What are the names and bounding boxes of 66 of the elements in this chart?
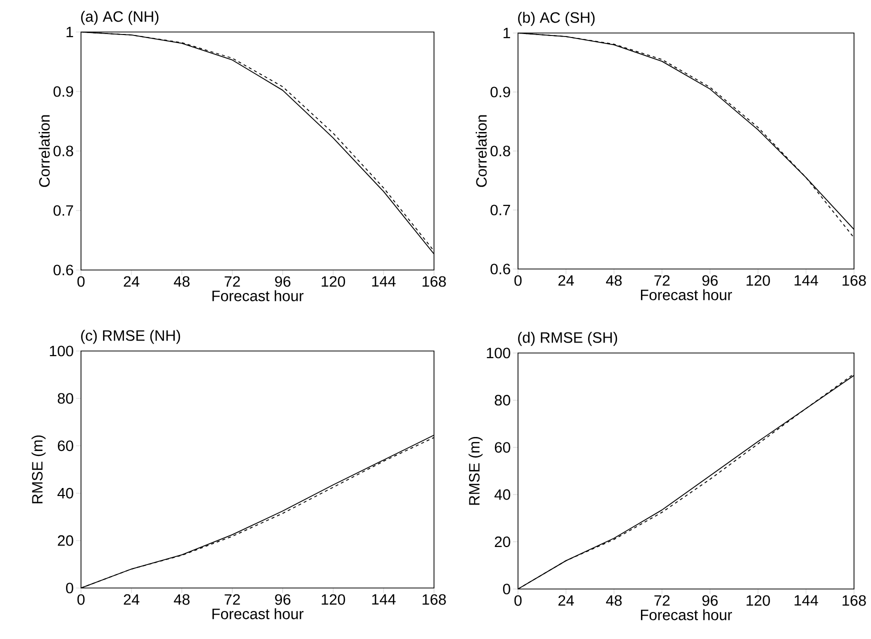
y-tick-label: 20 xyxy=(494,536,510,548)
y-tick-label: 0 xyxy=(66,582,74,594)
y-tick-label: 60 xyxy=(494,442,510,453)
x-tick-label: 48 xyxy=(174,594,190,605)
y-tick-label: 0.6 xyxy=(490,264,510,274)
y-tick-label: 0.9 xyxy=(54,86,74,97)
x-tick-label: 72 xyxy=(654,595,670,606)
x-tick-label: 120 xyxy=(322,594,346,605)
x-tick-label: 48 xyxy=(606,595,622,606)
y-tick-label: 100 xyxy=(50,346,74,356)
x-tick-label: 0 xyxy=(514,275,522,286)
x-tick-label: 72 xyxy=(224,276,240,287)
y-tick-label: 0.6 xyxy=(54,264,74,276)
x-tick-label: 168 xyxy=(842,275,866,286)
x-tick-label: 0 xyxy=(77,594,85,605)
y-tick-label: 1 xyxy=(66,26,74,38)
y-tick-label: 0.8 xyxy=(54,146,74,156)
y-axis-title: RMSE (m) xyxy=(32,435,46,504)
x-tick-label: 24 xyxy=(124,276,140,287)
chart-title: (c) RMSE (NH) xyxy=(81,330,180,344)
y-tick-label: 0 xyxy=(503,584,510,594)
y-tick-label: 0.7 xyxy=(54,205,74,216)
x-tick-label: 96 xyxy=(275,276,290,287)
x-tick-label: 24 xyxy=(558,595,574,606)
x-tick-label: 24 xyxy=(558,275,574,286)
x-tick-label: 168 xyxy=(842,595,866,606)
x-tick-label: 96 xyxy=(275,594,290,605)
x-tick-label: 72 xyxy=(224,594,240,605)
x-tick-label: 144 xyxy=(794,275,818,286)
x-tick-label: 144 xyxy=(372,276,396,287)
y-tick-label: 80 xyxy=(494,394,510,406)
x-axis-title: Forecast hour xyxy=(212,608,304,620)
y-axis-title: Correlation xyxy=(38,115,50,187)
x-axis-title: Forecast hour xyxy=(640,289,732,300)
y-axis-title: RMSE (m) xyxy=(468,436,483,505)
x-tick-label: 168 xyxy=(422,594,446,605)
x-axis-title: Forecast hour xyxy=(640,609,732,620)
x-tick-label: 24 xyxy=(124,594,140,605)
x-tick-label: 168 xyxy=(422,276,446,287)
x-tick-label: 144 xyxy=(372,594,396,605)
y-tick-label: 40 xyxy=(57,488,74,499)
x-tick-label: 0 xyxy=(514,595,522,606)
y-tick-label: 60 xyxy=(58,440,74,452)
y-tick-label: 100 xyxy=(486,348,510,358)
y-tick-label: 0.8 xyxy=(490,146,510,156)
x-tick-label: 144 xyxy=(794,595,818,606)
y-tick-label: 0.9 xyxy=(490,86,510,98)
y-tick-label: 1 xyxy=(504,28,510,38)
chart-title: (b) AC (SH) xyxy=(518,12,595,26)
x-tick-label: 0 xyxy=(77,276,85,287)
x-tick-label: 120 xyxy=(322,276,346,287)
y-tick-label: 80 xyxy=(58,393,74,404)
y-tick-label: 40 xyxy=(494,489,510,500)
y-tick-label: 20 xyxy=(58,535,74,546)
chart-title: (d) RMSE (SH) xyxy=(518,332,618,346)
x-tick-label: 96 xyxy=(702,595,718,606)
x-axis-title: Forecast hour xyxy=(212,290,304,302)
x-tick-label: 72 xyxy=(654,275,670,286)
x-tick-label: 48 xyxy=(174,276,190,287)
chart-title: (a) AC (NH) xyxy=(81,10,158,25)
y-tick-label: 0.7 xyxy=(490,204,510,216)
x-tick-label: 96 xyxy=(702,275,718,286)
x-tick-label: 120 xyxy=(746,595,770,606)
x-tick-label: 48 xyxy=(606,275,622,286)
y-axis-title: Correlation xyxy=(476,115,487,187)
x-tick-label: 120 xyxy=(746,275,770,286)
